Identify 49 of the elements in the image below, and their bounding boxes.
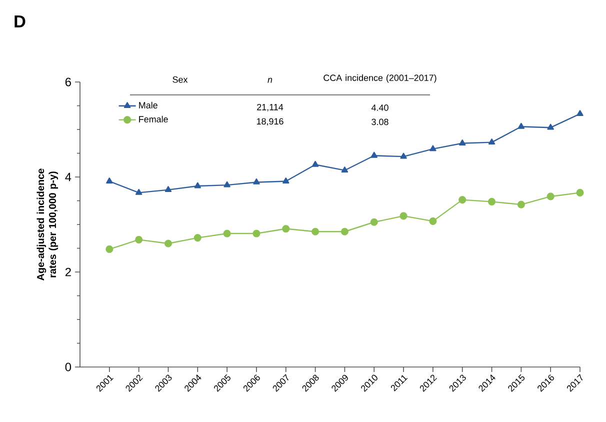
- point: [135, 188, 142, 195]
- point: [370, 218, 378, 226]
- point: [312, 228, 320, 236]
- point: [517, 200, 525, 208]
- point: [106, 245, 114, 253]
- point: [546, 192, 554, 200]
- point: [164, 240, 172, 248]
- point: [194, 234, 202, 242]
- point: [430, 145, 436, 152]
- point: [340, 228, 348, 236]
- y-tick-label: 0: [65, 362, 72, 372]
- point: [547, 124, 554, 130]
- annotation: 21,114: [257, 104, 284, 112]
- point: [282, 224, 290, 233]
- point: [341, 166, 348, 173]
- point: [576, 110, 584, 116]
- point: [400, 152, 407, 159]
- y-axis-title: Age-adjusted incidence rates (per 100,000 p-y): [36, 168, 58, 280]
- point: [518, 122, 525, 129]
- point: [370, 152, 378, 158]
- y-tick-label: 4: [65, 172, 72, 182]
- y-tick-label: 2: [65, 268, 71, 276]
- annotation: 4.40: [371, 104, 388, 111]
- legend-label: Female: [139, 116, 168, 122]
- annotation: Sex: [172, 76, 188, 83]
- annotation: 18,916: [256, 118, 284, 126]
- point: [429, 217, 437, 225]
- point: [106, 177, 113, 184]
- point: [252, 230, 260, 238]
- legend-label: Male: [139, 102, 158, 108]
- chart-title: D: [14, 16, 26, 28]
- point: [135, 236, 143, 244]
- point: [488, 138, 496, 145]
- point: [459, 139, 466, 146]
- point: [253, 178, 260, 184]
- annotation: 3.08: [372, 118, 388, 126]
- point: [312, 160, 319, 167]
- point: [282, 177, 290, 184]
- y-tick-label: 6: [65, 78, 71, 86]
- point: [458, 196, 466, 204]
- point: [224, 181, 230, 188]
- point: [194, 182, 202, 188]
- point: [164, 186, 172, 192]
- point: [223, 230, 231, 238]
- point: [576, 188, 584, 196]
- point: [400, 212, 408, 220]
- annotation: CCA incidence (2001–2017): [324, 74, 436, 83]
- annotation: n: [268, 78, 272, 83]
- point: [488, 198, 496, 206]
